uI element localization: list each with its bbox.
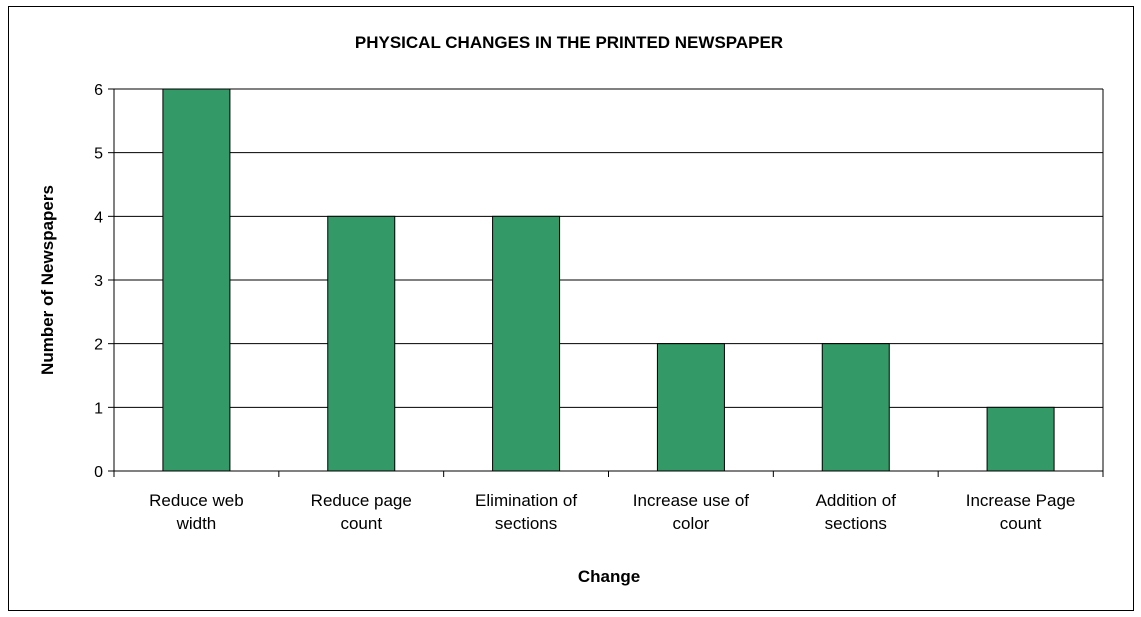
bar (327, 215, 396, 472)
x-category-labels: Reduce web width Reduce page count Eliminati… (149, 491, 1075, 533)
x-axis-title: Change (578, 567, 640, 586)
x-category-label: Addition of sections (816, 491, 897, 533)
bars (162, 88, 1055, 472)
axes (108, 88, 1104, 477)
y-tick-label: 0 (94, 464, 103, 481)
bar (162, 88, 231, 472)
x-category-label: Reduce web width (149, 491, 244, 533)
x-category-label: Reduce page count (311, 491, 412, 533)
y-tick-label: 2 (94, 337, 103, 354)
y-tick-labels: 0 1 2 3 4 5 6 (94, 82, 103, 481)
y-tick-label: 4 (94, 209, 103, 226)
bar (986, 406, 1055, 472)
y-tick-label: 3 (94, 273, 103, 290)
x-category-label: Increase use of color (633, 491, 750, 533)
y-tick-label: 5 (94, 146, 103, 163)
bar (656, 343, 725, 472)
y-tick-label: 1 (94, 400, 103, 417)
bar (821, 343, 890, 472)
gridlines (114, 88, 1103, 408)
x-category-label: Elimination of sections (475, 491, 577, 533)
chart-title: PHYSICAL CHANGES IN THE PRINTED NEWSPAPE… (355, 33, 783, 52)
bar (492, 215, 561, 472)
y-tick-label: 6 (94, 82, 103, 99)
y-axis-title: Number of Newspapers (38, 185, 57, 375)
x-category-label: Increase Page count (966, 491, 1076, 533)
